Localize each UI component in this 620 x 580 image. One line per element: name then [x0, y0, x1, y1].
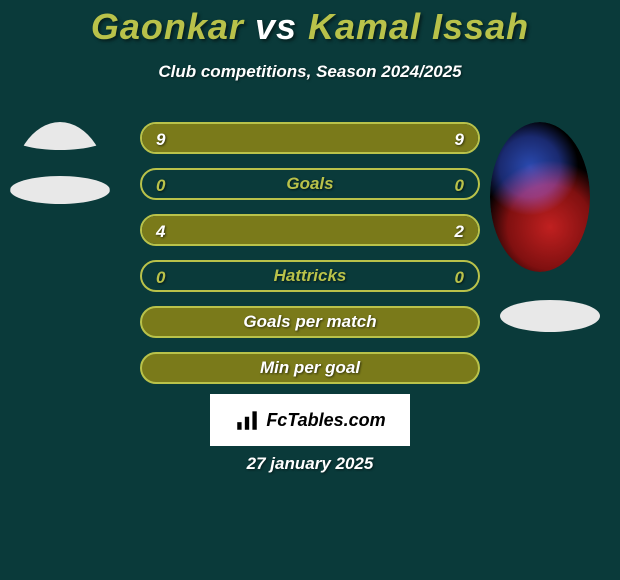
stat-row: Goals per match	[140, 306, 480, 338]
stat-bar-left	[142, 124, 310, 152]
stat-label: Min per goal	[260, 358, 360, 378]
avatar-placeholder	[10, 176, 110, 204]
avatar-image	[490, 122, 590, 272]
brand-label: FcTables.com	[266, 410, 385, 431]
stat-left-value: 9	[156, 124, 165, 154]
stat-row: 0 Hattricks 0	[140, 260, 480, 292]
stat-right-value: 2	[455, 216, 464, 246]
player1-name: Gaonkar	[91, 6, 244, 47]
stat-row: 9Matches9	[140, 122, 480, 154]
avatar-placeholder	[500, 300, 600, 332]
brand-badge: FcTables.com	[210, 394, 410, 446]
comparison-card: Gaonkar vs Kamal Issah Club competitions…	[0, 0, 620, 580]
stat-row: 4Assists2	[140, 214, 480, 246]
stat-left-value: 0	[156, 170, 165, 202]
chart-icon	[234, 407, 260, 433]
avatar-placeholder	[10, 122, 110, 150]
stat-right-value: 0	[455, 170, 464, 202]
stat-right-value: 0	[455, 262, 464, 294]
page-title: Gaonkar vs Kamal Issah	[0, 0, 620, 48]
stat-label: Goals	[286, 174, 333, 194]
stat-label: Goals per match	[243, 312, 376, 332]
stat-left-value: 4	[156, 216, 165, 246]
stat-row: Min per goal	[140, 352, 480, 384]
stat-bar-right	[310, 124, 478, 152]
stats-list: 9Matches9 0 Goals 0 4Assists2 0 Hattricks 0 Goal…	[140, 122, 480, 398]
player2-name: Kamal Issah	[308, 6, 529, 47]
date-label: 27 january 2025	[0, 454, 620, 474]
stat-left-value: 0	[156, 262, 165, 294]
subtitle: Club competitions, Season 2024/2025	[0, 62, 620, 82]
player2-avatar	[490, 122, 590, 272]
player1-avatar	[10, 122, 110, 272]
stat-bar-left	[142, 216, 367, 244]
vs-label: vs	[255, 6, 297, 47]
stat-row: 0 Goals 0	[140, 168, 480, 200]
stat-label: Hattricks	[274, 266, 347, 286]
stat-right-value: 9	[455, 124, 464, 154]
